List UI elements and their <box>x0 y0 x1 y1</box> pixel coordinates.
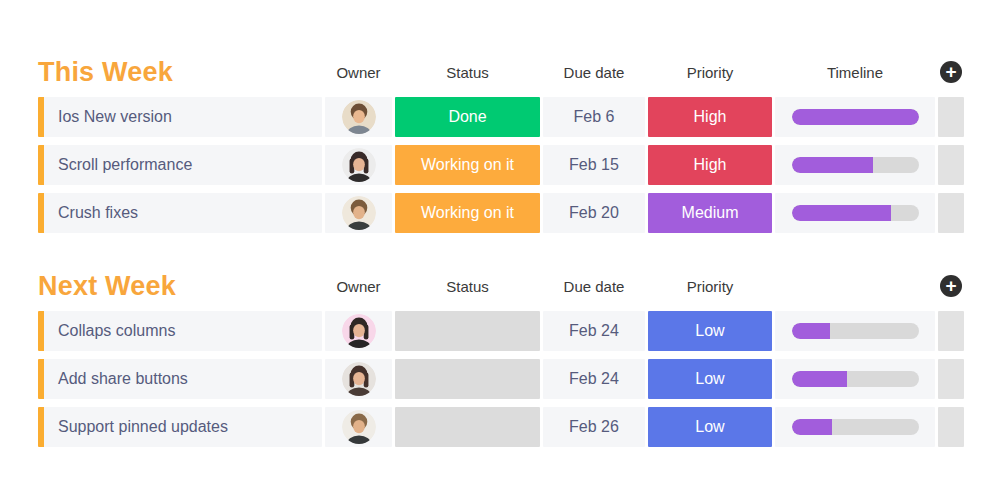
add-column-placeholder-cell <box>938 407 964 447</box>
add-column-button[interactable]: + <box>940 275 962 297</box>
timeline-fill <box>792 323 830 339</box>
status-cell[interactable] <box>395 359 540 399</box>
timeline-cell[interactable] <box>775 407 935 447</box>
task-name-cell[interactable]: Ios New version <box>38 97 322 137</box>
group-title: Next Week <box>38 271 322 302</box>
status-cell[interactable] <box>395 311 540 351</box>
task-name-cell[interactable]: Collaps columns <box>38 311 322 351</box>
status-cell[interactable]: Done <box>395 97 540 137</box>
timeline-fill <box>792 371 848 387</box>
owner-avatar-man-beard <box>342 410 376 444</box>
column-header-status: Status <box>395 278 540 295</box>
task-name: Support pinned updates <box>58 418 228 436</box>
timeline-bar <box>792 205 919 221</box>
add-column-placeholder-cell <box>938 359 964 399</box>
group-header: Next Week Owner Status Due date Priority… <box>38 269 1000 303</box>
due-date-cell[interactable]: Feb 26 <box>543 407 645 447</box>
rows-container: Ios New version Done Feb 6 High Scroll p… <box>38 97 1000 233</box>
task-name: Scroll performance <box>58 156 192 174</box>
timeline-cell[interactable] <box>775 193 935 233</box>
add-column-placeholder-cell <box>938 311 964 351</box>
column-header-priority: Priority <box>648 64 772 81</box>
timeline-fill <box>792 157 873 173</box>
timeline-bar <box>792 109 919 125</box>
owner-cell[interactable] <box>325 193 392 233</box>
priority-cell[interactable]: Low <box>648 407 772 447</box>
timeline-cell[interactable] <box>775 311 935 351</box>
group-header: This Week Owner Status Due date Priority… <box>38 55 1000 89</box>
group-this-week: This Week Owner Status Due date Priority… <box>38 55 1000 233</box>
priority-cell[interactable]: Low <box>648 359 772 399</box>
priority-cell[interactable]: High <box>648 145 772 185</box>
priority-cell[interactable]: Low <box>648 311 772 351</box>
task-name: Ios New version <box>58 108 172 126</box>
timeline-bar <box>792 371 919 387</box>
task-name: Collaps columns <box>58 322 175 340</box>
owner-cell[interactable] <box>325 359 392 399</box>
add-column-button[interactable]: + <box>940 61 962 83</box>
table-row: Support pinned updates Feb 26 Low <box>38 407 1000 447</box>
plus-wrap: + <box>938 275 964 297</box>
add-column-placeholder-cell <box>938 145 964 185</box>
group-next-week: Next Week Owner Status Due date Priority… <box>38 269 1000 447</box>
table-row: Collaps columns Feb 24 Low <box>38 311 1000 351</box>
timeline-cell[interactable] <box>775 97 935 137</box>
owner-cell[interactable] <box>325 407 392 447</box>
column-header-priority: Priority <box>648 278 772 295</box>
rows-container: Collaps columns Feb 24 Low Add share but… <box>38 311 1000 447</box>
due-date-cell[interactable]: Feb 20 <box>543 193 645 233</box>
owner-cell[interactable] <box>325 311 392 351</box>
status-cell[interactable]: Working on it <box>395 193 540 233</box>
plus-wrap: + <box>938 61 964 83</box>
status-cell[interactable]: Working on it <box>395 145 540 185</box>
owner-avatar-man-short-brown-hair <box>342 100 376 134</box>
owner-avatar-woman-dark-hair <box>342 148 376 182</box>
timeline-cell[interactable] <box>775 145 935 185</box>
task-name: Add share buttons <box>58 370 188 388</box>
column-header-owner: Owner <box>325 64 392 81</box>
column-header-due-date: Due date <box>543 278 645 295</box>
column-header-due-date: Due date <box>543 64 645 81</box>
owner-avatar-woman-pink-background <box>342 314 376 348</box>
board: This Week Owner Status Due date Priority… <box>0 0 1000 500</box>
table-row: Add share buttons Feb 24 Low <box>38 359 1000 399</box>
task-name-cell[interactable]: Add share buttons <box>38 359 322 399</box>
priority-cell[interactable]: High <box>648 97 772 137</box>
timeline-bar <box>792 157 919 173</box>
due-date-cell[interactable]: Feb 15 <box>543 145 645 185</box>
status-cell[interactable] <box>395 407 540 447</box>
task-name: Crush fixes <box>58 204 138 222</box>
table-row: Crush fixes Working on it Feb 20 Medium <box>38 193 1000 233</box>
priority-cell[interactable]: Medium <box>648 193 772 233</box>
task-name-cell[interactable]: Scroll performance <box>38 145 322 185</box>
task-name-cell[interactable]: Support pinned updates <box>38 407 322 447</box>
timeline-fill <box>792 109 919 125</box>
group-title: This Week <box>38 57 322 88</box>
timeline-bar <box>792 323 919 339</box>
due-date-cell[interactable]: Feb 24 <box>543 311 645 351</box>
table-row: Ios New version Done Feb 6 High <box>38 97 1000 137</box>
due-date-cell[interactable]: Feb 24 <box>543 359 645 399</box>
owner-cell[interactable] <box>325 97 392 137</box>
timeline-cell[interactable] <box>775 359 935 399</box>
timeline-bar <box>792 419 919 435</box>
table-row: Scroll performance Working on it Feb 15 … <box>38 145 1000 185</box>
column-header-owner: Owner <box>325 278 392 295</box>
add-column-placeholder-cell <box>938 97 964 137</box>
timeline-fill <box>792 419 833 435</box>
add-column-placeholder-cell <box>938 193 964 233</box>
column-header-status: Status <box>395 64 540 81</box>
column-header-timeline: Timeline <box>775 64 935 81</box>
owner-avatar-woman-long-dark-hair <box>342 362 376 396</box>
due-date-cell[interactable]: Feb 6 <box>543 97 645 137</box>
timeline-fill <box>792 205 891 221</box>
owner-avatar-man-beard <box>342 196 376 230</box>
task-name-cell[interactable]: Crush fixes <box>38 193 322 233</box>
owner-cell[interactable] <box>325 145 392 185</box>
